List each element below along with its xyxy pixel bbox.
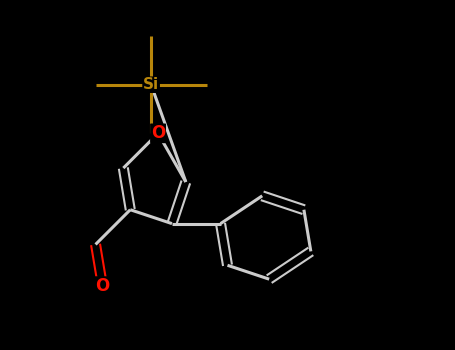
Text: O: O [96,277,110,295]
Text: O: O [151,124,165,142]
Text: Si: Si [143,77,159,92]
